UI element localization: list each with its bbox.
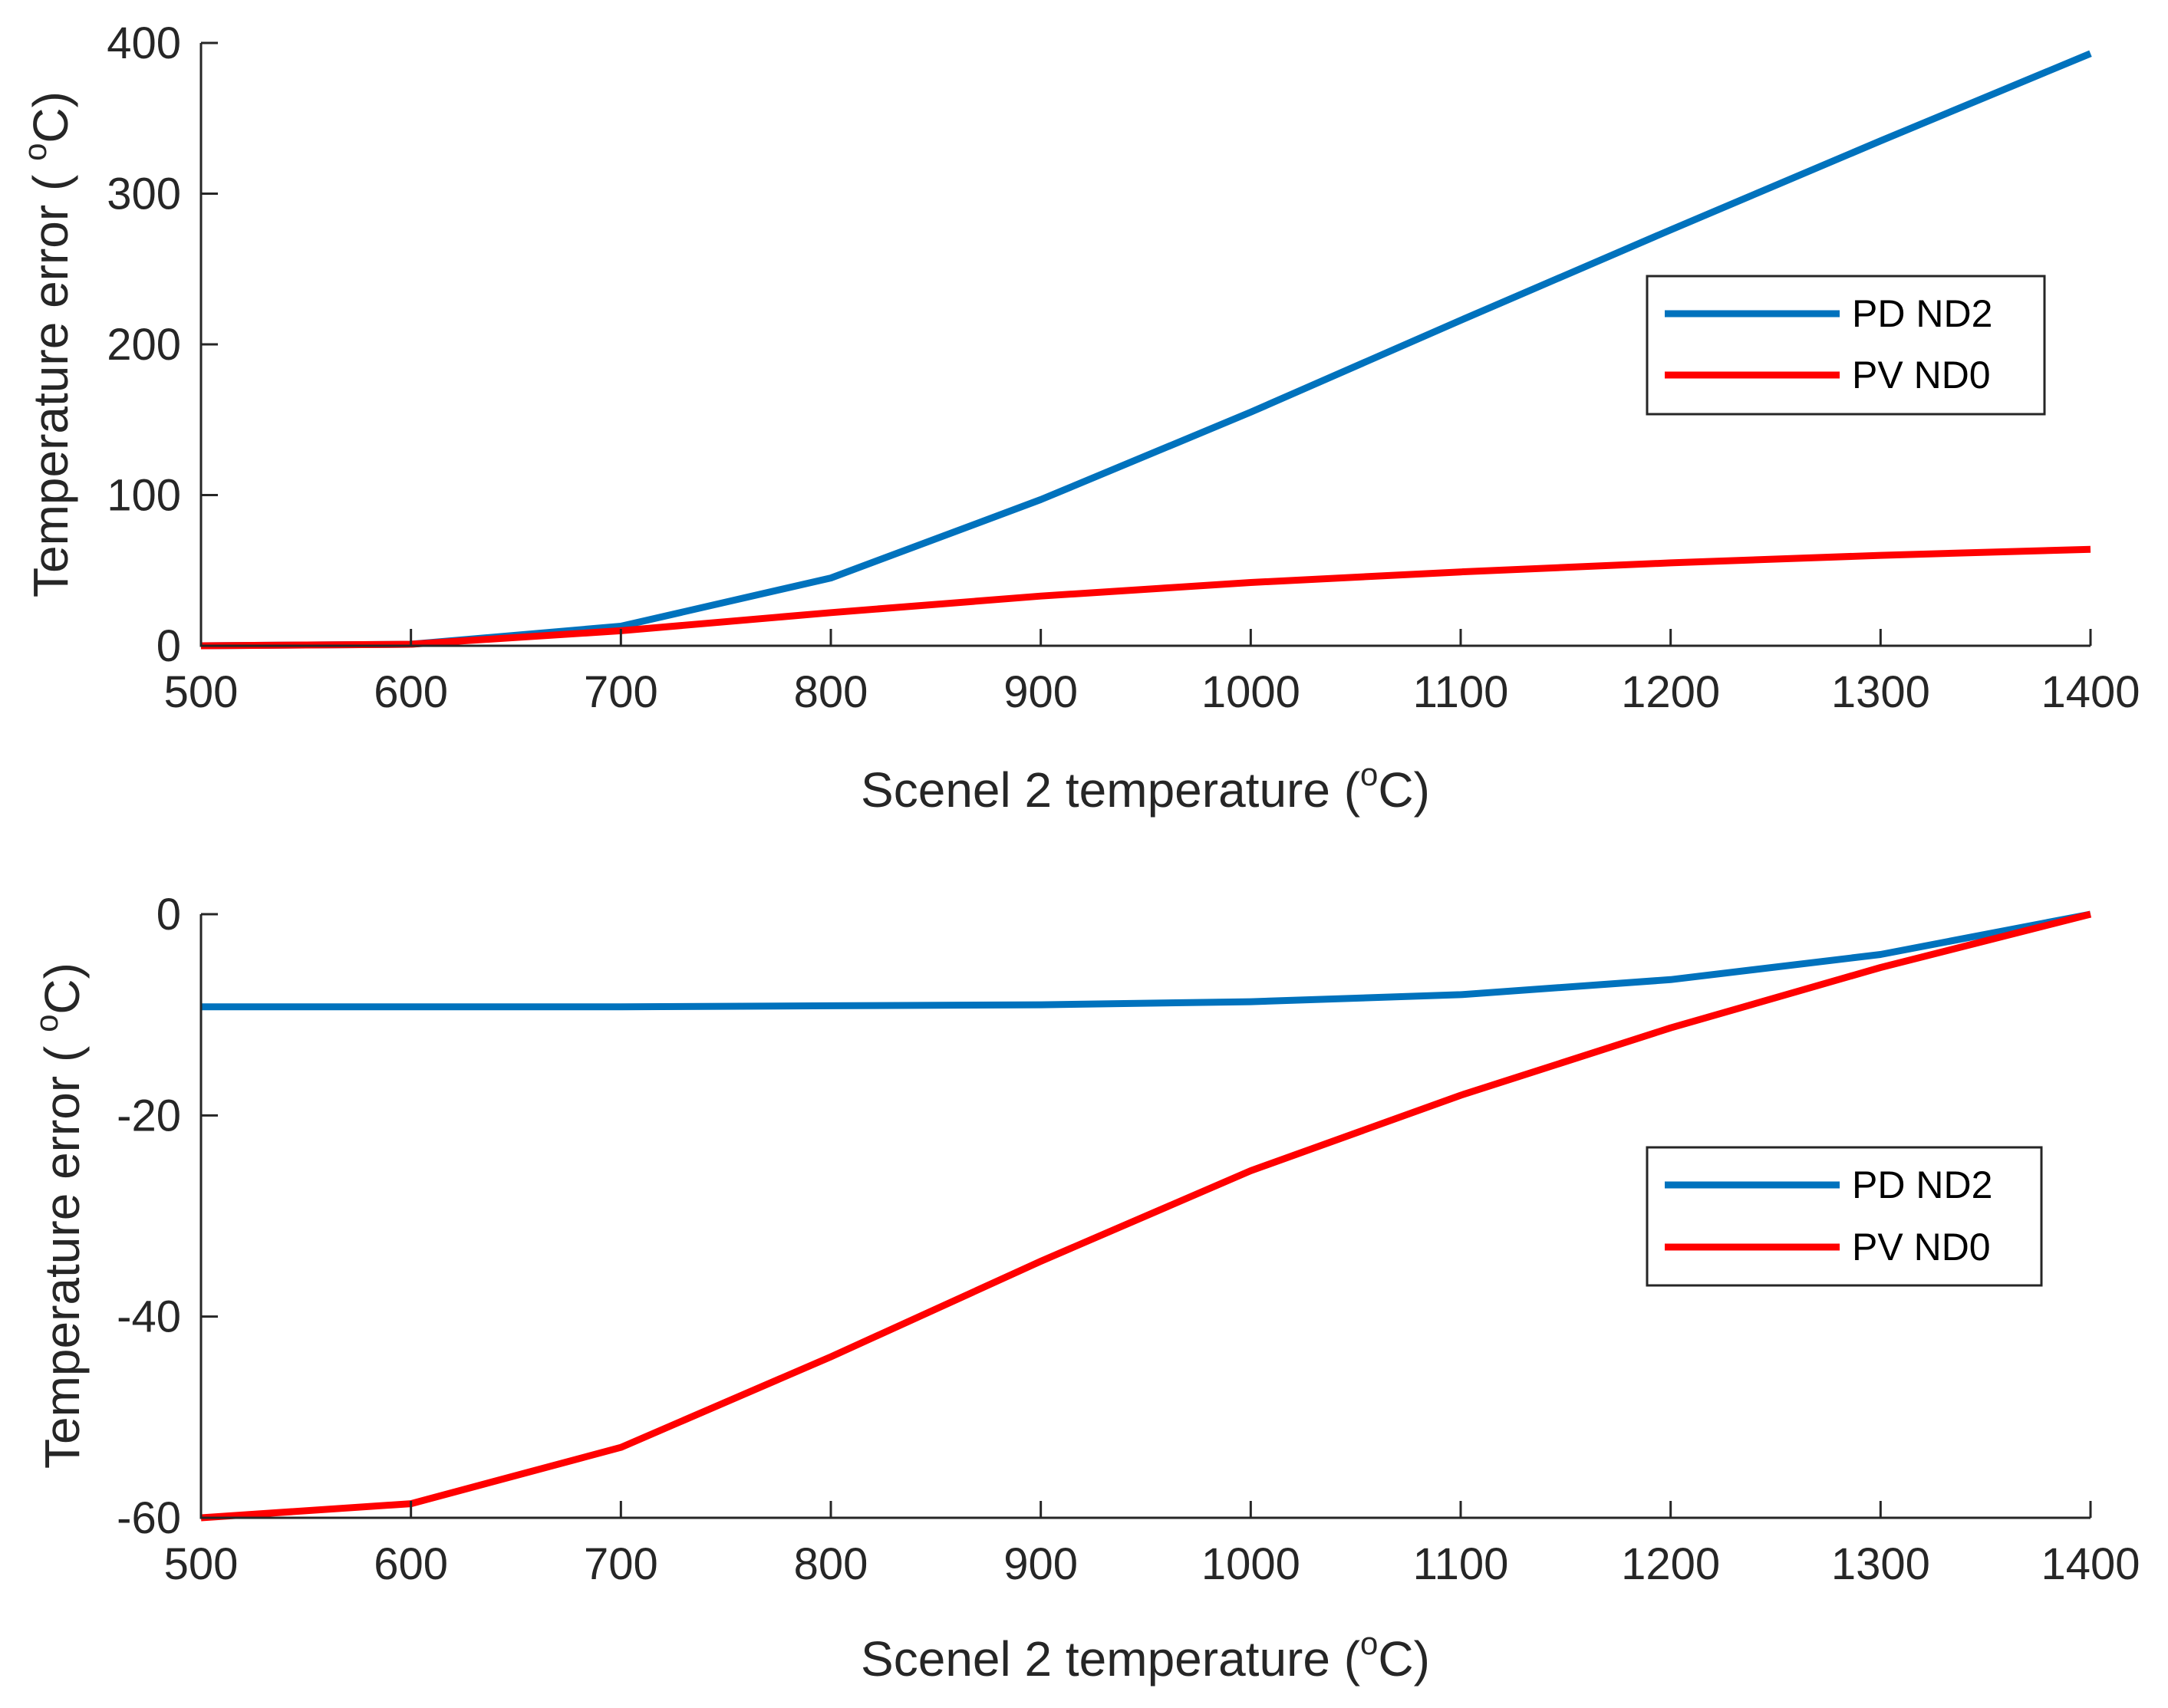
bottom-x-tick-label: 1200 [1621, 1539, 1720, 1589]
top-y-tick-label: 0 [157, 621, 181, 671]
bottom-x-axis-label: Scenel 2 temperature (oC) [861, 1625, 1430, 1687]
bottom-x-tick-label: 900 [1003, 1539, 1078, 1589]
top-x-tick-label: 600 [374, 667, 448, 717]
top-x-tick-label: 1100 [1413, 667, 1509, 717]
bottom-x-tick-label: 800 [794, 1539, 868, 1589]
bottom-x-tick-label: 1300 [1831, 1539, 1930, 1589]
bottom-legend-box [1646, 1146, 2043, 1287]
top-y-axis-label: Temperature error ( oC) [17, 91, 78, 597]
top-legend-label-pv-nd0: PV ND0 [1852, 354, 1991, 397]
top-x-tick-label: 900 [1003, 667, 1078, 717]
bottom-y-axis-label: Temperature error ( oC) [28, 963, 90, 1469]
chart-top: 500 600 700 800 900 1000 1100 1200 1300 1400 0 100 2… [17, 18, 2140, 818]
top-x-tick-label: 1200 [1621, 667, 1720, 717]
top-y-tick-label: 300 [107, 169, 181, 219]
bottom-series-line-pd-nd2 [201, 910, 2091, 1011]
bottom-x-tick-label: 1000 [1201, 1539, 1300, 1589]
top-legend-label-pd-nd2: PD ND2 [1852, 292, 1992, 335]
top-legend-box [1646, 275, 2046, 416]
top-x-tick-label: 700 [584, 667, 658, 717]
top-y-tick-label: 100 [107, 471, 181, 521]
top-y-tick-label: 400 [107, 18, 181, 68]
bottom-x-tick-label: 500 [164, 1539, 239, 1589]
top-x-tick-label: 500 [164, 667, 239, 717]
top-x-tick-label: 800 [794, 667, 868, 717]
top-ticks-group: 500 600 700 800 900 1000 1100 1200 1300 1400 0 100 2… [107, 18, 2140, 717]
bottom-y-tick-label: -20 [117, 1091, 181, 1140]
top-x-axis-label: Scenel 2 temperature (oC) [861, 756, 1430, 818]
top-legend: PD ND2 PV ND0 [1646, 275, 2046, 416]
top-series-group [200, 50, 2092, 650]
top-y-tick-label: 200 [107, 320, 181, 370]
bottom-x-tick-label: 600 [374, 1539, 448, 1589]
top-series-line-pv-nd0 [200, 545, 2091, 650]
bottom-series-line-pv-nd0 [200, 910, 2092, 1522]
bottom-ticks-group: 500 600 700 800 900 1000 1100 1200 1300 1400 -60 -4… [117, 890, 2140, 1589]
top-x-tick-label: 1300 [1831, 667, 1930, 717]
bottom-y-tick-label: -40 [117, 1292, 181, 1342]
bottom-y-tick-label: 0 [157, 890, 181, 940]
bottom-x-tick-label: 1400 [2041, 1539, 2140, 1589]
bottom-x-tick-label: 1100 [1413, 1539, 1509, 1589]
bottom-x-tick-label: 700 [584, 1539, 658, 1589]
chart-bottom: 500 600 700 800 900 1000 1100 1200 1300 1400 -60 -4… [28, 890, 2140, 1687]
top-x-tick-label: 1000 [1201, 667, 1300, 717]
bottom-legend-label-pv-nd0: PV ND0 [1852, 1226, 1991, 1269]
bottom-legend: PD ND2 PV ND0 [1646, 1146, 2043, 1287]
bottom-legend-label-pd-nd2: PD ND2 [1852, 1163, 1992, 1206]
bottom-y-tick-label: -60 [117, 1493, 181, 1543]
bottom-series-group [200, 910, 2092, 1522]
top-x-tick-label: 1400 [2041, 667, 2140, 717]
